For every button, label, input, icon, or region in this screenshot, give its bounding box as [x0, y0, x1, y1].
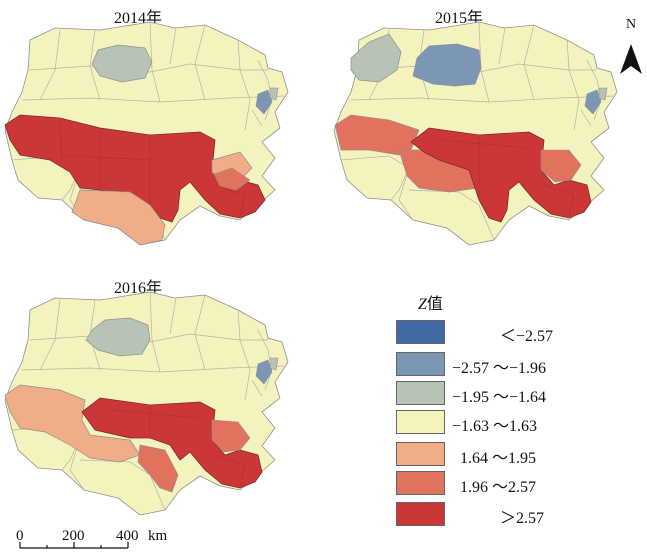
region-2015-north-basin: [412, 43, 482, 87]
legend-label: −1.63 ～1.63: [452, 418, 538, 435]
region-2014-east-low: [255, 89, 273, 115]
scale-unit: km: [148, 528, 168, 544]
legend-label: ＜−2.57: [500, 328, 554, 345]
region-2015-hot-east: [540, 149, 582, 183]
map-title-2015: 2015年: [435, 10, 484, 27]
north-arrow-label: N: [626, 17, 637, 32]
legend-title-variable: Z: [418, 296, 427, 313]
region-2015-east-low: [584, 89, 602, 115]
legend-swatch: [396, 442, 445, 466]
legend-item: −2.57 ～−1.96: [396, 352, 646, 380]
legend-title-suffix: 值: [426, 296, 443, 313]
map-2016: [4, 291, 289, 516]
region-2015-east-mid: [598, 87, 608, 101]
region-2016-east-mid: [269, 357, 279, 371]
region-2014-warm-south: [71, 189, 166, 246]
legend-label: 1.96 ～2.57: [460, 479, 537, 496]
region-2016-north-basin: [85, 317, 151, 357]
region-2016-hot-east: [211, 419, 251, 453]
region-2016-east-low: [255, 359, 273, 385]
legend-swatch: [396, 502, 445, 526]
region-2015-hotspot-main: [410, 127, 592, 223]
legend-item: −1.95 ～−1.64: [396, 381, 646, 409]
north-arrow-icon: [620, 44, 642, 74]
legend-title: Z值: [418, 290, 443, 314]
legend-swatch: [396, 352, 445, 376]
legend-swatch: [396, 410, 445, 434]
region-2016-south-hot: [137, 444, 179, 493]
legend-swatch: [396, 381, 445, 405]
scale-tick-200: 200: [62, 528, 85, 544]
legend-swatch: [396, 471, 445, 495]
legend-label: ＞2.57: [500, 510, 545, 527]
map-2015: [333, 21, 618, 246]
legend-swatch: [396, 320, 445, 344]
legend-label: 1.64 ～1.95: [460, 450, 537, 467]
scale-tick-400: 400: [116, 528, 139, 544]
region-2014-east-mid: [269, 87, 279, 101]
legend-item: 1.96 ～2.57: [396, 471, 646, 499]
map-2014: [4, 21, 289, 246]
legend-label: −2.57 ～−1.96: [452, 360, 547, 377]
region-2015-northwest: [350, 33, 402, 83]
legend-item: ＞2.57: [396, 502, 646, 530]
region-2016-hotspot-main: [81, 397, 263, 489]
region-2014-hot-east: [213, 167, 251, 191]
legend-item: 1.64 ～1.95: [396, 442, 646, 470]
scale-tick-0: 0: [16, 528, 24, 544]
legend-item: ＜−2.57: [396, 320, 646, 348]
scale-bar: [19, 542, 129, 549]
region-2014-north-basin: [91, 44, 153, 83]
legend-label: −1.95 ～−1.64: [452, 389, 547, 406]
region-2014-hotspot-main: [4, 114, 266, 223]
legend-item: −1.63 ～1.63: [396, 410, 646, 438]
